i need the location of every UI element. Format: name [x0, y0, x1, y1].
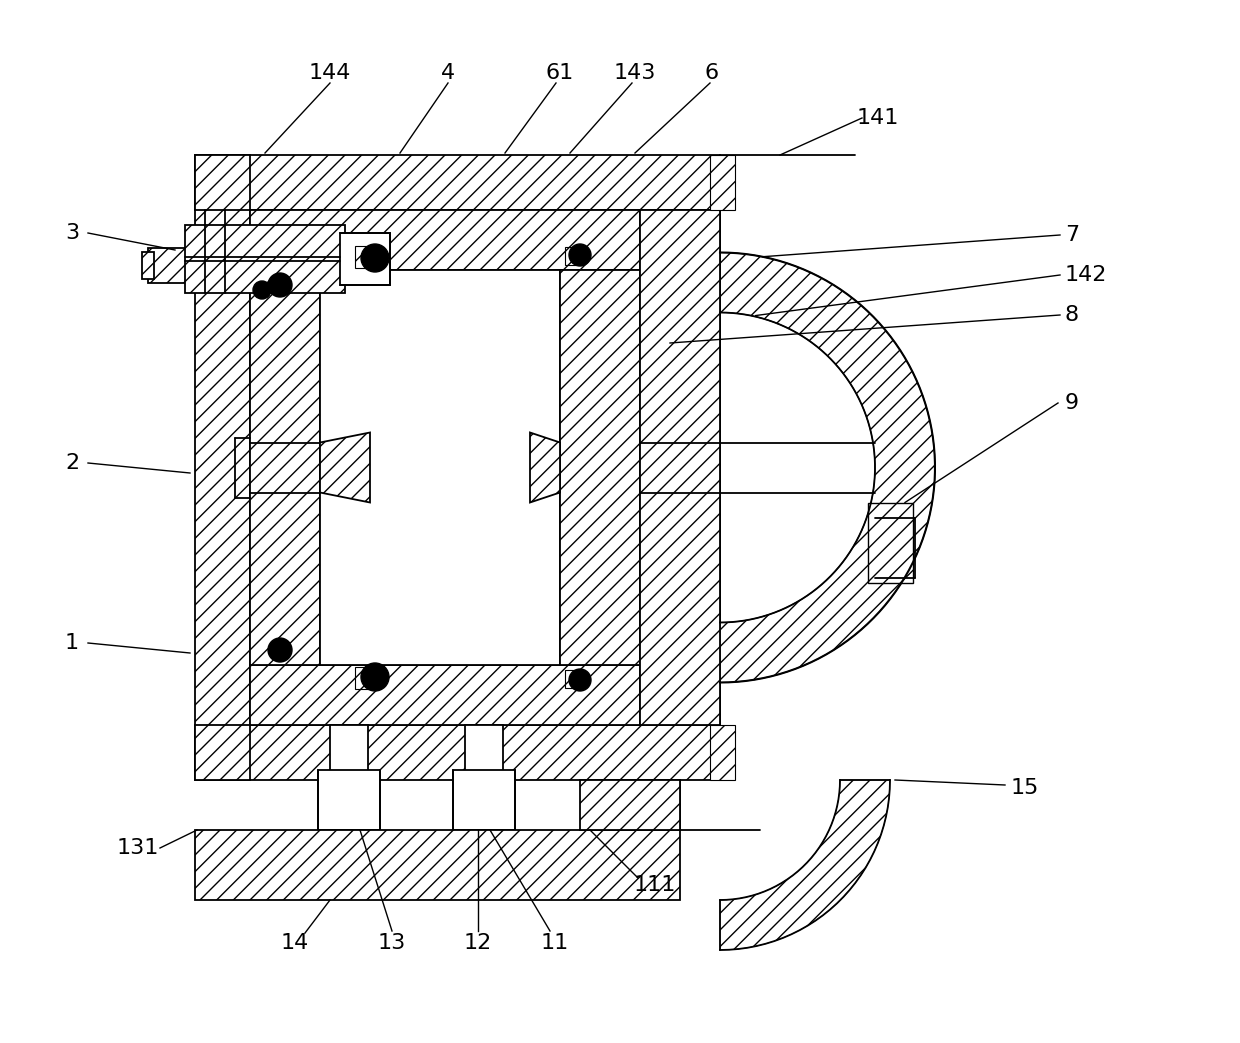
Bar	[320, 270, 560, 665]
Bar	[195, 155, 720, 210]
Text: 143: 143	[614, 63, 656, 83]
Bar	[185, 225, 345, 293]
Circle shape	[361, 244, 389, 272]
Bar	[640, 210, 720, 725]
Text: 12: 12	[464, 933, 492, 953]
Bar	[355, 668, 379, 689]
Bar	[317, 770, 379, 830]
Circle shape	[361, 663, 389, 692]
Circle shape	[569, 244, 591, 266]
Bar	[250, 270, 320, 665]
Text: 13: 13	[378, 933, 407, 953]
Polygon shape	[720, 780, 890, 950]
Bar	[355, 246, 379, 268]
Circle shape	[569, 669, 591, 692]
Bar	[465, 725, 503, 775]
Polygon shape	[580, 780, 680, 830]
Text: 15: 15	[1011, 778, 1039, 798]
Text: 144: 144	[309, 63, 351, 83]
Polygon shape	[320, 433, 370, 503]
Circle shape	[268, 638, 291, 662]
Text: 8: 8	[1065, 305, 1079, 325]
Text: 61: 61	[546, 63, 574, 83]
Text: 141: 141	[857, 108, 899, 128]
Text: 9: 9	[1065, 393, 1079, 413]
Text: 3: 3	[64, 223, 79, 243]
Bar	[868, 503, 913, 582]
Bar	[250, 210, 640, 270]
Bar	[330, 725, 368, 775]
Bar	[560, 270, 640, 665]
Bar	[340, 233, 391, 285]
Bar	[453, 770, 515, 830]
Text: 142: 142	[1065, 265, 1107, 285]
Bar	[143, 252, 154, 278]
Bar	[195, 155, 250, 780]
Bar	[148, 248, 186, 283]
Text: 111: 111	[634, 875, 676, 895]
Bar	[250, 665, 640, 725]
Bar	[565, 670, 583, 688]
Text: 4: 4	[441, 63, 455, 83]
Bar	[711, 725, 735, 780]
Text: 7: 7	[1065, 225, 1079, 245]
Circle shape	[253, 281, 272, 299]
Bar	[195, 830, 680, 900]
Text: 14: 14	[281, 933, 309, 953]
Bar	[195, 725, 720, 780]
Text: 2: 2	[64, 453, 79, 472]
Polygon shape	[720, 155, 935, 780]
Text: 1: 1	[64, 633, 79, 653]
Circle shape	[268, 273, 291, 297]
Text: 131: 131	[117, 838, 159, 858]
Text: 6: 6	[704, 63, 719, 83]
Text: 11: 11	[541, 933, 569, 953]
Bar	[711, 155, 735, 210]
Bar	[565, 247, 583, 265]
Polygon shape	[529, 433, 560, 503]
